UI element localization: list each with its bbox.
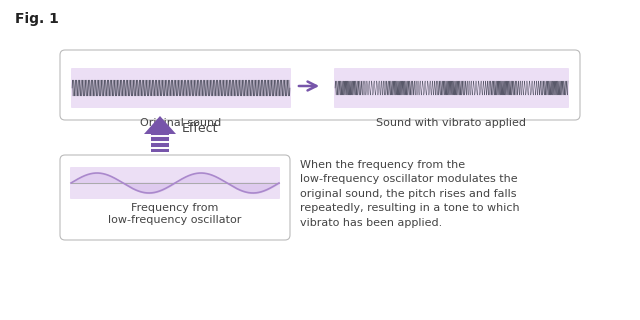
FancyBboxPatch shape (60, 155, 290, 240)
Text: Effect: Effect (182, 123, 218, 135)
Text: Original sound: Original sound (140, 118, 221, 128)
FancyBboxPatch shape (60, 50, 580, 120)
FancyBboxPatch shape (334, 68, 569, 108)
Text: Sound with vibrato applied: Sound with vibrato applied (376, 118, 527, 128)
FancyBboxPatch shape (71, 68, 291, 108)
FancyBboxPatch shape (70, 167, 280, 199)
Text: Frequency from
low-frequency oscillator: Frequency from low-frequency oscillator (108, 204, 242, 225)
Polygon shape (144, 116, 176, 152)
Text: When the frequency from the
low-frequency oscillator modulates the
original soun: When the frequency from the low-frequenc… (300, 160, 520, 228)
Text: Fig. 1: Fig. 1 (15, 12, 59, 26)
